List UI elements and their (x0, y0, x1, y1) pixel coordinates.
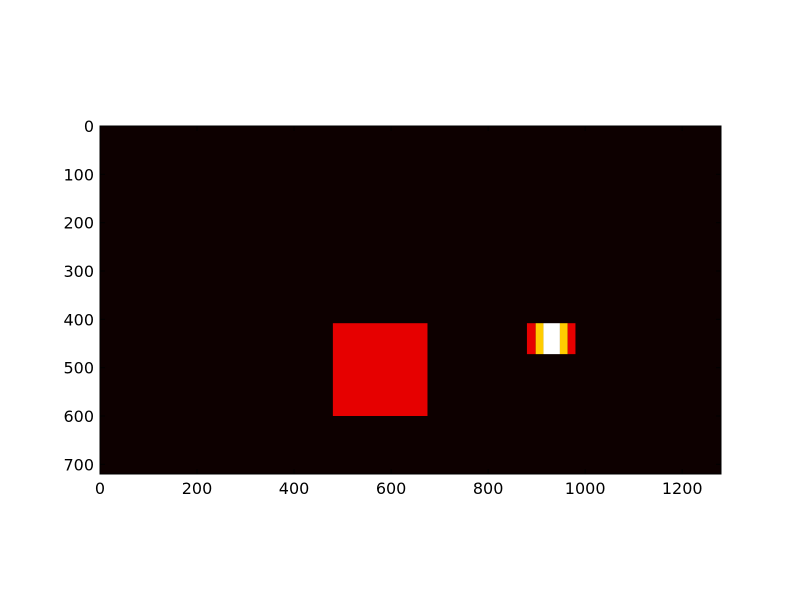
y-axis: 0 100 200 300 400 500 600 700 (63, 117, 721, 474)
y-tick-label: 600 (63, 407, 94, 426)
x-tick-label: 1200 (662, 479, 703, 498)
y-tick-label: 500 (63, 359, 94, 378)
heatmap-region-stripe-5 (567, 323, 576, 355)
heatmap-region-stripe-2 (535, 323, 544, 355)
y-tick-label: 700 (63, 455, 94, 474)
y-tick-label: 0 (84, 117, 94, 136)
x-tick-label: 400 (279, 479, 310, 498)
heatmap-regions (332, 323, 576, 416)
plot-frame (99, 125, 722, 475)
y-tick-label: 400 (63, 310, 94, 329)
x-tick-label: 800 (473, 479, 504, 498)
x-tick-label: 600 (376, 479, 407, 498)
y-tick-label: 200 (63, 214, 94, 233)
heatmap-region-stripe-3 (543, 323, 560, 355)
heatmap-region-stripe-4 (559, 323, 568, 355)
x-tick-label: 1000 (565, 479, 606, 498)
heatmap-region-stripe-1 (526, 323, 536, 355)
y-tick-label: 300 (63, 262, 94, 281)
plot-background (100, 126, 721, 474)
x-axis: 0 200 400 600 800 1000 1200 (95, 126, 703, 498)
heatmap-region-square (332, 323, 428, 416)
y-tick-label: 100 (63, 165, 94, 184)
x-tick-label: 200 (182, 479, 213, 498)
x-tick-label: 0 (95, 479, 105, 498)
